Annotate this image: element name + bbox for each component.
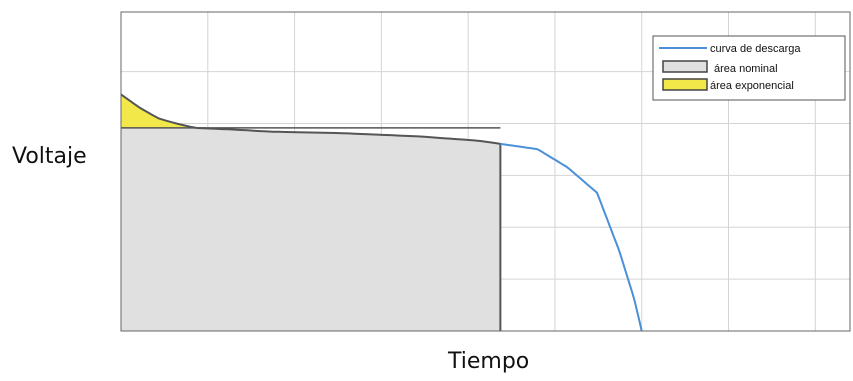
series-layer [120, 93, 643, 332]
plot-frame [120, 11, 851, 332]
legend-swatch-nominal [662, 60, 708, 73]
legend-entry-nominal: área nominal [714, 63, 778, 75]
series-line-nominal-segment [120, 93, 501, 145]
y-axis-label: Voltaje [12, 144, 87, 169]
legend: curva de descarga área nominal área expo… [652, 35, 846, 101]
legend-entry-exponential: área exponencial [710, 80, 794, 92]
area-exponential [121, 94, 196, 128]
legend-swatch-exponential [662, 78, 708, 91]
area-nominal [121, 94, 501, 332]
area-layer [121, 94, 502, 332]
series-line-discharge [500, 142, 643, 332]
legend-entry-discharge: curva de descarga [710, 43, 801, 55]
x-axis-label: Tiempo [447, 349, 529, 374]
